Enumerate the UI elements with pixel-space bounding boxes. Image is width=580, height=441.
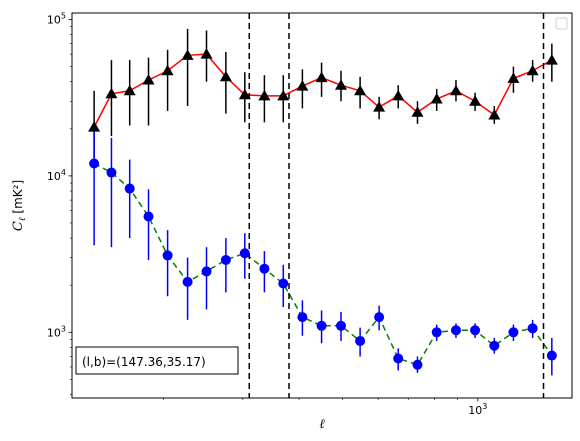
series-2-point-12	[297, 312, 308, 323]
series-1-point-3	[123, 84, 136, 96]
series-2-point-11	[278, 278, 289, 289]
series-1-point-7	[200, 48, 213, 59]
series-2-point-23	[508, 327, 519, 338]
legend-box	[555, 17, 568, 30]
series-1-point-2	[105, 87, 118, 99]
series-2-point-5	[162, 250, 173, 261]
x-axis-label: ℓ	[319, 417, 325, 432]
plot-area-frame	[71, 12, 573, 399]
series-2-point-3	[124, 183, 135, 194]
axis-ticks-layer	[68, 19, 479, 402]
series-1-point-14	[334, 79, 347, 90]
series-2-point-4	[143, 211, 154, 222]
series-2-point-6	[182, 276, 193, 287]
tick-labels-layer: 103 104 105 103	[47, 11, 487, 417]
series-2-point-14	[335, 320, 346, 331]
series-2-point-15	[355, 335, 366, 346]
series-2-point-10	[259, 263, 270, 274]
series-1-point-20	[449, 84, 462, 96]
series-1-point-16	[373, 101, 386, 112]
series-1-point-25	[545, 54, 558, 65]
series-1-point-19	[430, 93, 443, 104]
y-tick-label-1: 103	[47, 324, 66, 339]
y-tick-label-2: 104	[47, 168, 66, 183]
series-2-point-24	[527, 323, 538, 334]
series-1-point-10	[258, 89, 271, 101]
series-1-point-4	[142, 74, 155, 85]
vertical-lines-layer	[248, 13, 545, 398]
series-1-point-6	[181, 49, 194, 60]
series-1-point-9	[238, 88, 251, 100]
y-axis-label: Cℓ [mK²]	[11, 180, 28, 231]
annotation-box	[75, 346, 239, 375]
series-2-point-1	[89, 158, 100, 169]
series-1-point-8	[219, 70, 232, 82]
series-1-point-13	[315, 71, 328, 83]
series-1-point-22	[488, 109, 501, 120]
series-1-point-1	[88, 121, 101, 132]
series-2-point-22	[489, 340, 500, 351]
series-1-point-15	[354, 84, 367, 96]
series-2-point-9	[239, 248, 250, 259]
series-2-point-21	[470, 325, 481, 336]
series-1-point-5	[161, 64, 174, 76]
series-2-point-7	[201, 266, 212, 277]
series-2-line	[93, 162, 553, 366]
series-lines-layer	[93, 53, 553, 366]
series-2-point-19	[431, 327, 442, 338]
series-2-point-13	[316, 320, 327, 331]
series-2-point-18	[412, 359, 423, 370]
series-1-point-21	[469, 95, 482, 106]
y-tick-label-3: 105	[47, 11, 66, 26]
series-1-point-24	[526, 64, 539, 76]
series-2-point-16	[374, 312, 385, 323]
series-1-point-18	[411, 106, 424, 117]
series-1-point-11	[277, 89, 290, 101]
series-2-point-20	[450, 325, 461, 336]
series-2-point-8	[220, 254, 231, 265]
series-1-point-23	[507, 72, 520, 83]
annotation-text: (l,b)=(147.36,35.17)	[82, 355, 206, 369]
series-2-point-17	[393, 353, 404, 364]
series-2-point-25	[546, 350, 557, 361]
markers-layer	[88, 48, 558, 370]
series-1-point-17	[392, 89, 405, 101]
series-1-line	[93, 53, 553, 128]
x-tick-label-1: 103	[468, 402, 487, 417]
series-1-point-12	[296, 80, 309, 91]
series-2-point-2	[106, 167, 117, 178]
